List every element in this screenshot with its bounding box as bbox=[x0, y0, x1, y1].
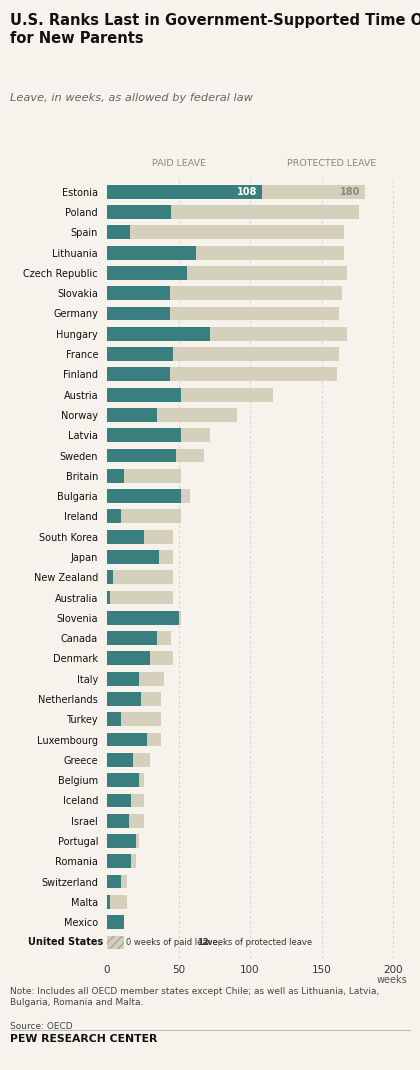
Bar bbox=[107, 489, 181, 503]
Text: weeks of protected leave: weeks of protected leave bbox=[203, 938, 312, 947]
Bar bbox=[107, 895, 127, 908]
Text: Leave, in weeks, as allowed by federal law: Leave, in weeks, as allowed by federal l… bbox=[10, 93, 253, 103]
Bar bbox=[107, 814, 129, 827]
Bar bbox=[107, 266, 187, 280]
Bar bbox=[107, 672, 139, 686]
Bar bbox=[107, 874, 121, 888]
Bar bbox=[107, 631, 157, 645]
Bar bbox=[107, 530, 173, 544]
Bar bbox=[107, 185, 262, 199]
Bar bbox=[107, 347, 339, 361]
Bar bbox=[107, 367, 170, 381]
Bar bbox=[107, 530, 144, 544]
Bar bbox=[107, 367, 337, 381]
Bar bbox=[107, 307, 339, 320]
Text: 0 weeks of paid leave,: 0 weeks of paid leave, bbox=[126, 938, 223, 947]
Bar bbox=[107, 774, 144, 788]
Bar bbox=[107, 631, 171, 645]
Bar bbox=[107, 854, 131, 868]
Bar bbox=[107, 287, 341, 300]
Bar bbox=[107, 672, 164, 686]
Bar bbox=[107, 246, 344, 260]
Text: Note: Includes all OECD member states except Chile; as well as Lithuania, Latvia: Note: Includes all OECD member states ex… bbox=[10, 987, 380, 1007]
Bar bbox=[107, 753, 133, 767]
Bar bbox=[107, 570, 173, 584]
Text: 12: 12 bbox=[197, 938, 209, 947]
Bar bbox=[107, 408, 237, 422]
Bar bbox=[107, 794, 144, 807]
Text: 180: 180 bbox=[340, 187, 360, 197]
Text: Source: OECD: Source: OECD bbox=[10, 1022, 73, 1030]
Bar bbox=[107, 611, 181, 625]
Bar bbox=[107, 246, 196, 260]
Bar bbox=[107, 591, 173, 605]
Bar bbox=[107, 591, 110, 605]
Bar bbox=[107, 570, 113, 584]
Bar bbox=[107, 509, 121, 523]
Bar bbox=[107, 469, 181, 483]
Text: PROTECTED LEAVE: PROTECTED LEAVE bbox=[287, 159, 376, 168]
Text: weeks: weeks bbox=[377, 975, 407, 984]
Bar bbox=[107, 226, 344, 240]
Bar bbox=[107, 550, 159, 564]
Bar bbox=[107, 835, 139, 847]
Bar bbox=[107, 428, 181, 442]
Bar bbox=[107, 408, 157, 422]
Bar bbox=[107, 307, 170, 320]
Bar bbox=[107, 652, 150, 666]
Text: PEW RESEARCH CENTER: PEW RESEARCH CENTER bbox=[10, 1034, 158, 1043]
Bar bbox=[107, 469, 124, 483]
Text: United States: United States bbox=[28, 937, 103, 947]
Bar bbox=[107, 835, 136, 847]
Bar bbox=[107, 692, 161, 706]
Bar bbox=[107, 205, 359, 219]
Bar bbox=[107, 733, 161, 747]
Bar bbox=[107, 387, 273, 401]
Bar bbox=[107, 489, 190, 503]
Bar bbox=[107, 509, 181, 523]
Bar bbox=[107, 205, 171, 219]
Bar bbox=[107, 713, 121, 727]
Bar bbox=[107, 935, 124, 949]
Bar bbox=[107, 347, 173, 361]
Bar bbox=[107, 550, 173, 564]
Bar bbox=[107, 611, 178, 625]
Bar bbox=[107, 448, 205, 462]
Bar bbox=[107, 774, 139, 788]
Bar bbox=[107, 652, 173, 666]
Bar bbox=[107, 327, 210, 340]
Bar bbox=[107, 266, 347, 280]
Text: PAID LEAVE: PAID LEAVE bbox=[152, 159, 206, 168]
Bar bbox=[107, 733, 147, 747]
Bar bbox=[107, 753, 150, 767]
Bar bbox=[107, 692, 142, 706]
Bar bbox=[107, 428, 210, 442]
Bar bbox=[107, 287, 170, 300]
Bar bbox=[107, 448, 176, 462]
Bar bbox=[107, 935, 124, 949]
Bar bbox=[107, 915, 124, 929]
Bar bbox=[107, 915, 124, 929]
Bar bbox=[107, 854, 136, 868]
Bar bbox=[107, 185, 365, 199]
Bar bbox=[107, 327, 347, 340]
Bar bbox=[107, 387, 181, 401]
Bar bbox=[107, 814, 144, 827]
Bar bbox=[107, 895, 110, 908]
Text: U.S. Ranks Last in Government-Supported Time Off
for New Parents: U.S. Ranks Last in Government-Supported … bbox=[10, 13, 420, 46]
Bar bbox=[107, 226, 130, 240]
Text: 108: 108 bbox=[237, 187, 257, 197]
Bar bbox=[107, 713, 161, 727]
Bar bbox=[107, 794, 131, 807]
Bar bbox=[107, 874, 127, 888]
